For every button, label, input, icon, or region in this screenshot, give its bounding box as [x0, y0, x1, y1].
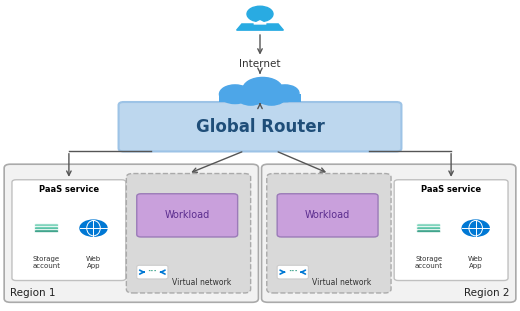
- Text: Web
App: Web App: [86, 256, 101, 269]
- Text: Storage
account: Storage account: [33, 256, 60, 269]
- Circle shape: [247, 6, 273, 22]
- Circle shape: [462, 220, 489, 236]
- FancyBboxPatch shape: [277, 194, 378, 237]
- Polygon shape: [237, 24, 283, 30]
- Text: Workload: Workload: [305, 210, 350, 220]
- FancyBboxPatch shape: [34, 230, 58, 233]
- FancyBboxPatch shape: [417, 230, 441, 233]
- Text: Region 2: Region 2: [464, 288, 510, 298]
- Text: ···: ···: [288, 268, 297, 276]
- Text: Storage
account: Storage account: [415, 256, 443, 269]
- FancyBboxPatch shape: [137, 194, 238, 237]
- FancyBboxPatch shape: [12, 180, 126, 281]
- Text: Web
App: Web App: [468, 256, 483, 269]
- Polygon shape: [254, 21, 266, 24]
- Text: Region 1: Region 1: [10, 288, 56, 298]
- FancyBboxPatch shape: [277, 265, 308, 279]
- Circle shape: [243, 77, 282, 101]
- Circle shape: [219, 85, 251, 104]
- FancyBboxPatch shape: [417, 224, 441, 227]
- Text: ···: ···: [148, 268, 157, 276]
- FancyBboxPatch shape: [267, 174, 391, 293]
- Text: Virtual network: Virtual network: [172, 278, 231, 287]
- FancyBboxPatch shape: [4, 164, 258, 302]
- FancyBboxPatch shape: [417, 227, 441, 230]
- FancyBboxPatch shape: [34, 227, 58, 230]
- Text: Virtual network: Virtual network: [313, 278, 371, 287]
- FancyBboxPatch shape: [126, 174, 251, 293]
- Circle shape: [242, 83, 276, 104]
- FancyBboxPatch shape: [137, 265, 168, 279]
- FancyBboxPatch shape: [262, 164, 516, 302]
- FancyBboxPatch shape: [34, 224, 58, 227]
- Text: Workload: Workload: [164, 210, 210, 220]
- Text: PaaS service: PaaS service: [421, 185, 481, 194]
- Text: PaaS service: PaaS service: [39, 185, 99, 194]
- FancyBboxPatch shape: [119, 102, 401, 151]
- Circle shape: [257, 88, 286, 105]
- Text: Global Router: Global Router: [196, 118, 324, 136]
- Circle shape: [271, 85, 299, 102]
- Circle shape: [238, 90, 264, 105]
- Circle shape: [80, 220, 107, 236]
- FancyBboxPatch shape: [219, 94, 301, 102]
- FancyBboxPatch shape: [394, 180, 508, 281]
- Text: Internet: Internet: [239, 59, 281, 69]
